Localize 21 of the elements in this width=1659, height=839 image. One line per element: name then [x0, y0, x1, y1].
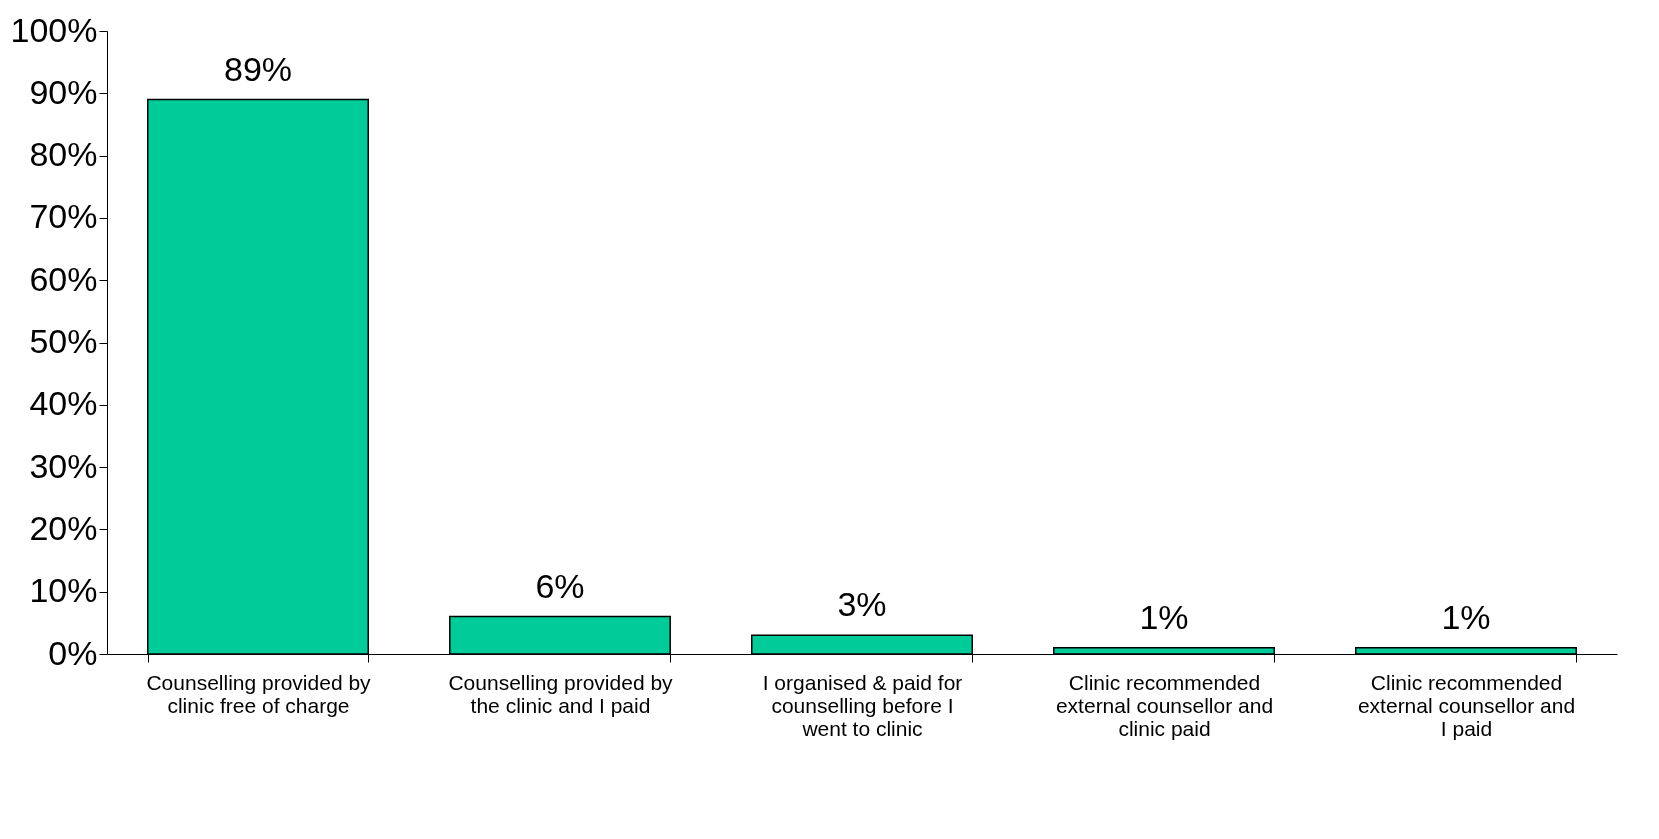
- y-tick-label: 30%: [29, 446, 98, 485]
- y-tick-label: 40%: [29, 384, 98, 423]
- x-tick-label: Clinic recommended external counsellor and I paid: [1357, 670, 1576, 740]
- x-tick-label: Clinic recommended external counsellor and clinic paid: [1055, 670, 1274, 740]
- data-label: 3%: [837, 585, 887, 624]
- y-tick-label: 100%: [10, 10, 98, 49]
- x-tick-label: Counselling provided by the clinic and I paid: [448, 670, 674, 717]
- y-tick-label: 50%: [29, 322, 98, 360]
- y-tick-label: 70%: [29, 197, 98, 236]
- y-tick-label: 90%: [29, 72, 98, 111]
- data-label: 89%: [223, 49, 293, 88]
- y-tick-label: 20%: [29, 508, 98, 547]
- y-tick-label: 80%: [29, 135, 98, 174]
- y-tick-label: 60%: [29, 259, 98, 298]
- y-tick-label: 10%: [29, 571, 98, 610]
- x-tick-label: I organised & paid for counselling before I went to clinic: [762, 670, 963, 740]
- data-label: 6%: [535, 566, 585, 605]
- data-label: 1%: [1139, 597, 1189, 636]
- y-tick-label: 0%: [48, 633, 98, 672]
- x-tick-label: Counselling provided by clinic free of charge: [146, 670, 372, 717]
- data-label: 1%: [1441, 597, 1491, 636]
